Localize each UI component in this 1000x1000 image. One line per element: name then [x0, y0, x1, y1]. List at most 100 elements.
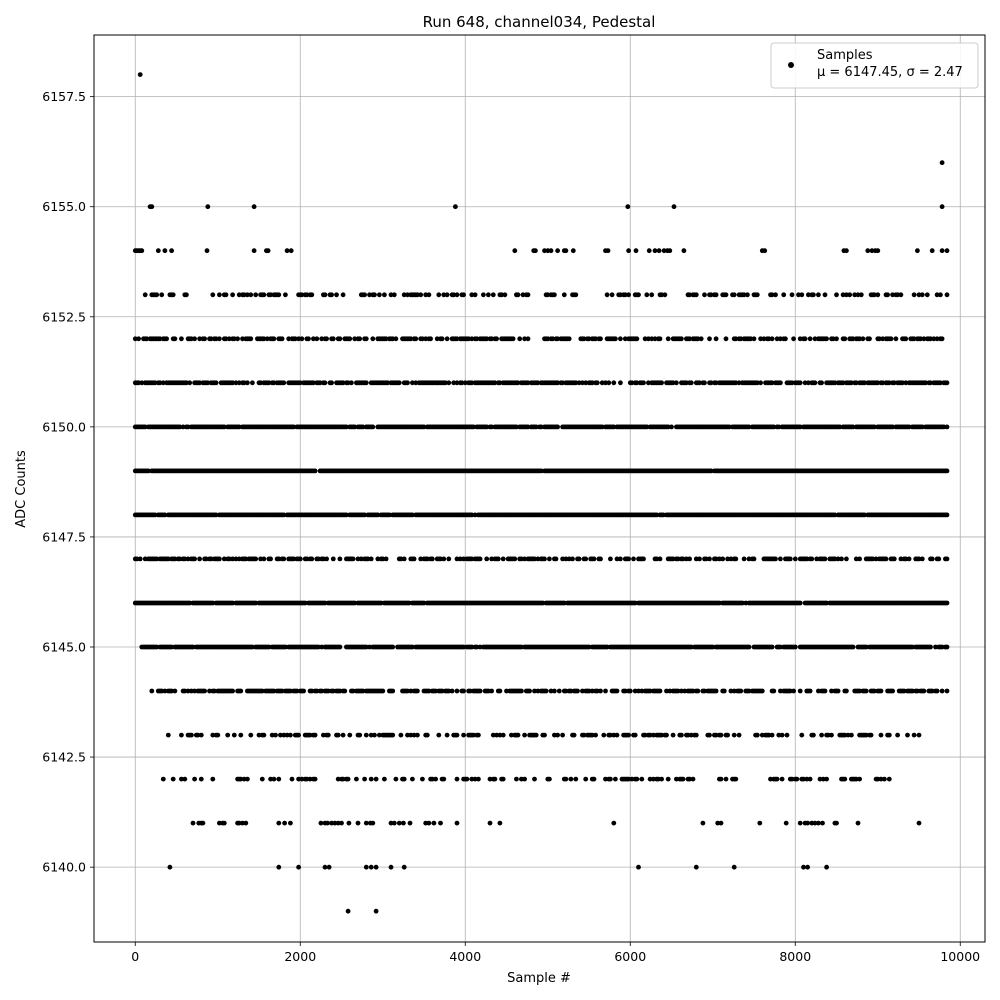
data-point	[576, 556, 582, 562]
data-point	[934, 292, 940, 298]
data-point	[398, 556, 404, 562]
data-point	[177, 424, 183, 430]
data-point	[355, 556, 361, 562]
data-point	[276, 556, 282, 562]
data-point	[657, 336, 663, 342]
data-point	[651, 776, 656, 782]
data-point	[502, 292, 508, 298]
data-point	[354, 776, 359, 782]
data-point	[797, 600, 803, 606]
data-point	[702, 292, 707, 298]
data-point	[725, 732, 730, 738]
data-point	[283, 292, 288, 298]
data-point	[253, 292, 259, 298]
data-point	[939, 644, 945, 650]
data-point	[154, 556, 160, 562]
data-point	[408, 688, 414, 694]
data-point	[850, 644, 856, 650]
data-point	[789, 380, 795, 386]
data-point	[903, 556, 909, 562]
data-point	[733, 380, 739, 386]
data-point	[250, 644, 255, 650]
data-point	[390, 644, 396, 650]
data-point	[835, 688, 841, 694]
data-point	[347, 732, 353, 738]
data-point	[205, 204, 211, 210]
data-point	[868, 732, 874, 738]
data-point	[789, 292, 795, 298]
data-point	[352, 424, 358, 430]
data-point	[296, 776, 301, 782]
data-point	[289, 776, 295, 782]
data-point	[525, 424, 531, 430]
data-point	[598, 336, 603, 342]
data-point	[335, 820, 341, 826]
data-point	[221, 820, 227, 826]
data-point	[410, 644, 415, 650]
data-point	[474, 644, 480, 650]
y-tick-label: 6150.0	[42, 419, 86, 434]
data-point	[736, 380, 742, 386]
data-point	[248, 292, 254, 298]
data-point	[510, 336, 516, 342]
data-point	[245, 776, 250, 782]
data-point	[185, 688, 191, 694]
data-point	[741, 292, 747, 298]
data-point	[646, 248, 652, 254]
data-point	[271, 336, 277, 342]
data-point	[895, 732, 900, 738]
data-point	[603, 380, 608, 386]
data-point	[853, 776, 859, 782]
data-point	[783, 820, 789, 826]
data-point	[248, 336, 254, 342]
data-point	[208, 336, 214, 342]
data-point	[182, 776, 188, 782]
data-point	[261, 336, 267, 342]
data-point	[570, 556, 575, 562]
data-point	[273, 732, 278, 738]
data-point	[476, 732, 481, 738]
data-point	[693, 292, 699, 298]
data-point	[415, 688, 420, 694]
data-point	[251, 248, 257, 254]
data-point	[185, 424, 191, 430]
data-point	[296, 864, 301, 870]
data-point	[670, 380, 676, 386]
data-point	[878, 776, 884, 782]
data-point	[731, 864, 737, 870]
data-point	[748, 336, 754, 342]
data-point	[543, 688, 549, 694]
data-point	[296, 336, 301, 342]
data-point	[472, 292, 478, 298]
data-point	[378, 600, 384, 606]
data-point	[269, 732, 275, 738]
data-point	[921, 688, 927, 694]
data-point	[560, 732, 565, 738]
data-point	[393, 776, 399, 782]
data-point	[454, 292, 460, 298]
data-point	[654, 512, 660, 518]
data-point	[282, 820, 287, 826]
data-point	[791, 688, 796, 694]
data-point	[349, 380, 354, 386]
data-point	[586, 336, 592, 342]
data-point	[197, 556, 203, 562]
data-point	[844, 556, 849, 562]
data-point	[230, 688, 236, 694]
data-point	[329, 820, 334, 826]
data-point	[515, 292, 521, 298]
data-point	[266, 380, 272, 386]
data-point	[865, 248, 871, 254]
data-point	[284, 248, 290, 254]
data-point	[883, 556, 889, 562]
data-point	[708, 292, 714, 298]
data-point	[245, 380, 250, 386]
data-point	[367, 292, 372, 298]
data-point	[337, 336, 343, 342]
data-point	[542, 732, 547, 738]
data-point	[259, 688, 265, 694]
data-point	[778, 556, 783, 562]
data-point	[647, 732, 653, 738]
data-point	[281, 512, 287, 518]
data-point	[291, 424, 296, 430]
